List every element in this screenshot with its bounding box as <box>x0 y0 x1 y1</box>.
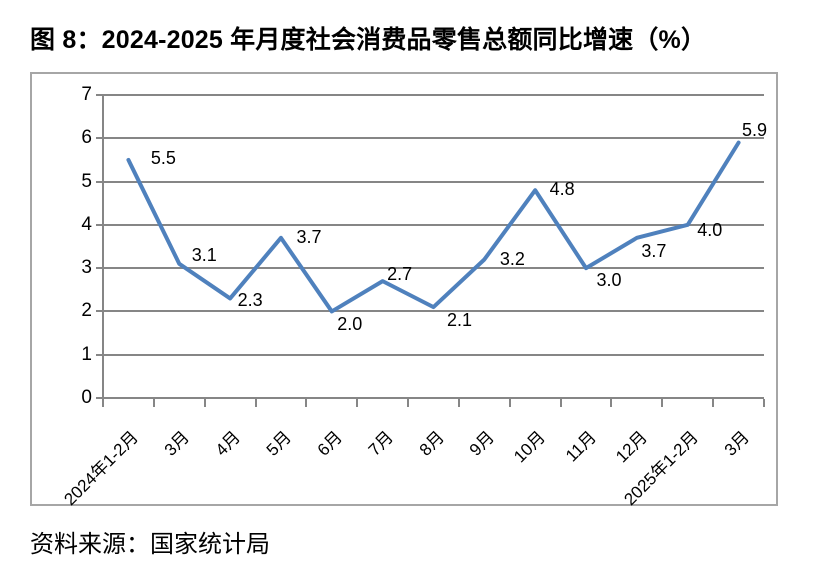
y-axis-line <box>102 95 104 400</box>
x-axis-tick <box>305 399 308 407</box>
figure-title: 图 8：2024-2025 年月度社会消费品零售总额同比增速（%） <box>30 26 707 54</box>
x-axis-tick <box>763 399 765 407</box>
y-axis-label: 3 <box>81 257 92 279</box>
y-axis-tick <box>96 180 103 183</box>
y-axis-tick <box>96 353 103 356</box>
x-axis-tick <box>407 399 410 407</box>
y-axis-label: 4 <box>81 213 92 235</box>
x-axis-tick <box>457 399 460 407</box>
gridline <box>103 180 764 183</box>
y-axis-label: 5 <box>81 170 92 192</box>
x-axis-tick <box>559 399 562 407</box>
y-axis-tick <box>96 94 103 96</box>
plot-area: 0 1 2 3 4 5 6 7 5.5 3.1 2.3 3.7 2.0 2.7 2.1 3.2 4.8 3.0 3.… <box>32 74 776 509</box>
y-axis-label: 1 <box>81 343 92 365</box>
x-axis-tick <box>152 399 155 407</box>
x-axis-tick <box>610 399 613 407</box>
y-axis-tick <box>96 397 103 399</box>
series-line <box>126 140 741 314</box>
data-label: 5.9 <box>742 119 768 140</box>
data-label: 2.3 <box>237 290 263 311</box>
y-axis-label: 0 <box>81 387 92 408</box>
data-label: 3.7 <box>641 240 667 261</box>
y-axis-tick <box>96 267 103 270</box>
gridline <box>103 397 764 399</box>
data-label: 3.0 <box>596 270 622 291</box>
gridline <box>103 353 764 356</box>
y-axis-label: 2 <box>81 300 92 322</box>
x-axis-tick <box>203 399 206 407</box>
x-axis-tick <box>712 399 715 407</box>
data-label: 4.8 <box>549 179 575 200</box>
y-axis-tick <box>96 223 103 226</box>
series-polyline <box>126 140 741 314</box>
y-axis-label: 7 <box>81 84 92 105</box>
y-axis-tick <box>96 310 103 313</box>
gridline <box>103 267 764 270</box>
data-label: 3.7 <box>296 226 322 247</box>
data-label: 5.5 <box>150 147 176 168</box>
data-label: 2.7 <box>387 264 413 285</box>
data-label: 3.2 <box>499 249 525 270</box>
gridline <box>103 310 764 313</box>
data-label: 2.0 <box>337 314 363 335</box>
gridline <box>103 137 764 140</box>
source-note: 资料来源：国家统计局 <box>30 531 270 558</box>
data-label: 4.0 <box>697 219 723 240</box>
data-label: 3.1 <box>191 244 217 265</box>
x-axis-tick <box>356 399 359 407</box>
data-label: 2.1 <box>446 310 473 331</box>
x-axis-tick <box>102 399 104 407</box>
x-axis-tick <box>508 399 511 407</box>
y-axis-tick <box>96 137 103 140</box>
x-axis-tick <box>661 399 664 407</box>
y-axis-label: 6 <box>81 127 92 149</box>
gridline <box>103 94 764 96</box>
gridline <box>103 223 764 226</box>
x-axis-tick <box>254 399 257 407</box>
chart-frame: 0 1 2 3 4 5 6 7 5.5 3.1 2.3 3.7 2.0 2.7 2.1 3.2 4.8 3.0 3.… <box>30 72 778 509</box>
